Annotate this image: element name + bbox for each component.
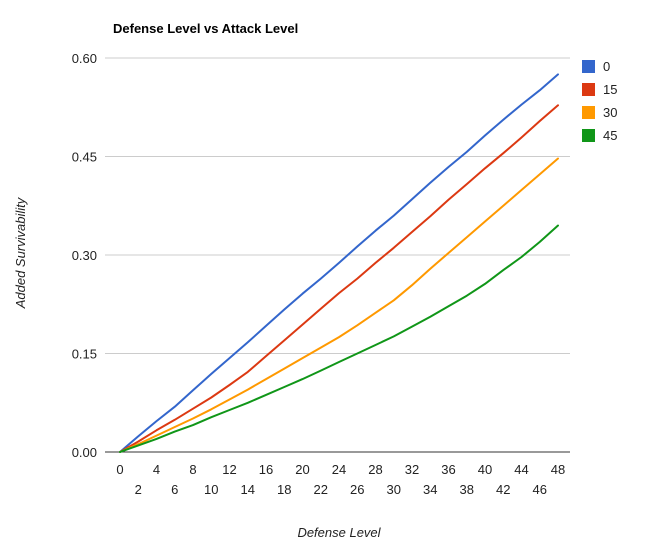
x-tick-label: 22: [314, 482, 328, 497]
legend-label: 15: [603, 82, 617, 97]
x-tick-label: 26: [350, 482, 364, 497]
legend-label: 30: [603, 105, 617, 120]
series-line-45: [119, 224, 559, 453]
y-tick-label: 0.60: [72, 51, 97, 66]
legend: 0 15 30 45: [582, 59, 617, 143]
x-tick-label: 28: [368, 462, 382, 477]
x-tick-label: 48: [551, 462, 565, 477]
series-layer: [119, 73, 559, 453]
x-tick-label: 18: [277, 482, 291, 497]
x-tick-label: 14: [241, 482, 255, 497]
series-line-15: [119, 104, 559, 453]
x-tick-label: 16: [259, 462, 273, 477]
legend-swatch: [582, 106, 595, 119]
x-tick-label: 46: [533, 482, 547, 497]
y-tick-label: 0.45: [72, 150, 97, 165]
x-tick-label: 12: [222, 462, 236, 477]
x-tick-label: 8: [189, 462, 196, 477]
x-tick-label: 30: [387, 482, 401, 497]
x-tick-label: 20: [295, 462, 309, 477]
legend-label: 0: [603, 59, 610, 74]
x-tick-label: 6: [171, 482, 178, 497]
legend-swatch: [582, 83, 595, 96]
legend-swatch: [582, 129, 595, 142]
y-tick-label: 0.30: [72, 248, 97, 263]
x-tick-label: 32: [405, 462, 419, 477]
series-line-0: [119, 73, 559, 453]
y-tick-label: 0.00: [72, 445, 97, 460]
series-line-30: [119, 157, 559, 453]
x-tick-label: 4: [153, 462, 160, 477]
y-axis-ticks: 0.00 0.15 0.30 0.45 0.60: [72, 51, 97, 460]
x-tick-label: 10: [204, 482, 218, 497]
x-tick-label: 42: [496, 482, 510, 497]
y-tick-label: 0.15: [72, 347, 97, 362]
legend-swatch: [582, 60, 595, 73]
x-axis-label: Defense Level: [297, 525, 381, 540]
x-axis-ticks: 0 4 8 12 16 20 24 28 32 36 40 44 482 6 10 14 18 22 26 30 34 3…: [116, 462, 565, 497]
x-tick-label: 0: [116, 462, 123, 477]
y-axis-label: Added Survivability: [13, 196, 28, 309]
x-tick-label: 2: [135, 482, 142, 497]
x-tick-label: 24: [332, 462, 346, 477]
x-tick-label: 36: [441, 462, 455, 477]
x-tick-label: 40: [478, 462, 492, 477]
x-tick-label: 44: [514, 462, 528, 477]
x-tick-label: 38: [460, 482, 474, 497]
legend-label: 45: [603, 128, 617, 143]
grid-layer: [105, 57, 570, 453]
chart-title: Defense Level vs Attack Level: [113, 21, 298, 36]
x-tick-label: 34: [423, 482, 437, 497]
